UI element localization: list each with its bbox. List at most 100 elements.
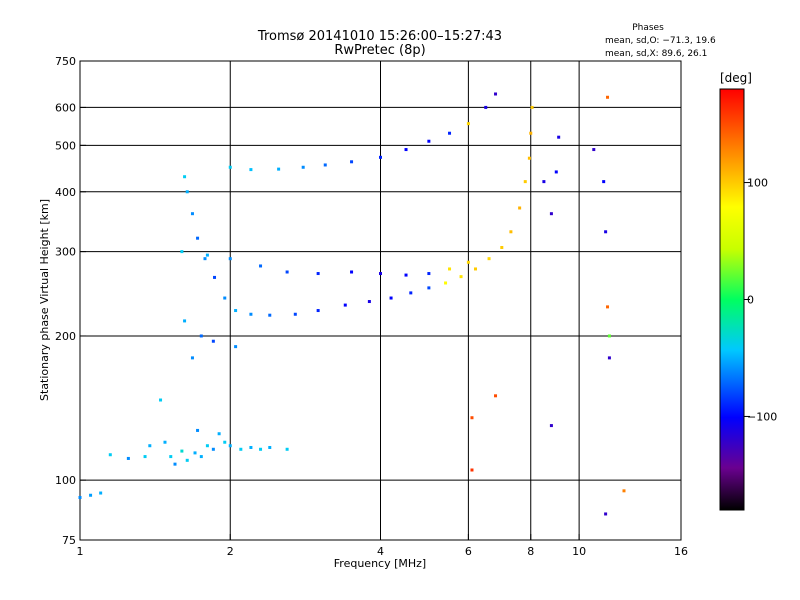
data-point bbox=[404, 148, 408, 152]
x-tick-label: 6 bbox=[465, 545, 472, 558]
data-point bbox=[470, 468, 474, 472]
data-point bbox=[592, 148, 596, 152]
data-point bbox=[602, 180, 606, 184]
colorbar-tick-label: 0 bbox=[747, 294, 754, 307]
y-axis-label: Stationary phase Virtual Height [km] bbox=[38, 199, 51, 401]
data-point bbox=[500, 245, 504, 249]
data-point bbox=[427, 286, 431, 290]
data-point bbox=[604, 230, 608, 234]
data-point bbox=[466, 122, 470, 126]
data-point bbox=[622, 489, 626, 493]
data-point bbox=[604, 512, 608, 516]
x-axis-ticks: 1 2 4 6 8 10 16 bbox=[77, 534, 688, 558]
data-point bbox=[529, 131, 533, 135]
x-tick-label: 2 bbox=[227, 545, 234, 558]
data-point bbox=[223, 296, 227, 300]
data-point bbox=[173, 462, 177, 466]
data-point bbox=[409, 291, 413, 295]
data-point bbox=[126, 456, 130, 460]
phase-line-o: mean, sd,O: −71.3, 19.6 bbox=[605, 36, 716, 46]
colorbar: [deg] 100 0 −100 bbox=[719, 71, 777, 511]
chart-subtitle: RwPretec (8p) bbox=[334, 43, 425, 58]
data-point bbox=[285, 447, 289, 451]
x-tick-label: 1 bbox=[77, 545, 84, 558]
data-point bbox=[509, 230, 513, 234]
data-point bbox=[427, 139, 431, 143]
data-point bbox=[606, 95, 610, 99]
data-point bbox=[316, 309, 320, 313]
data-point bbox=[199, 334, 203, 338]
data-point bbox=[228, 165, 232, 169]
data-point bbox=[228, 444, 232, 448]
x-tick-label: 10 bbox=[572, 545, 586, 558]
data-point bbox=[185, 190, 189, 194]
data-point bbox=[89, 493, 93, 497]
colorbar-ticks: 100 0 −100 bbox=[744, 177, 777, 423]
data-point bbox=[148, 444, 152, 448]
data-point bbox=[527, 156, 531, 160]
data-point bbox=[159, 398, 163, 402]
phase-line-x: mean, sd,X: 89.6, 26.1 bbox=[605, 49, 707, 59]
data-point bbox=[523, 180, 527, 184]
data-point bbox=[542, 180, 546, 184]
data-point bbox=[234, 309, 238, 313]
x-tick-label: 16 bbox=[674, 545, 688, 558]
data-point bbox=[99, 491, 103, 495]
data-point bbox=[473, 267, 477, 271]
y-tick-label: 750 bbox=[55, 55, 76, 68]
data-point bbox=[268, 445, 272, 449]
data-point bbox=[143, 455, 147, 459]
data-points bbox=[78, 92, 626, 516]
data-point bbox=[404, 273, 408, 277]
data-point bbox=[607, 334, 611, 338]
data-point bbox=[190, 356, 194, 360]
data-point bbox=[211, 447, 215, 451]
y-tick-label: 500 bbox=[55, 139, 76, 152]
data-point bbox=[205, 253, 209, 257]
y-tick-label: 75 bbox=[62, 534, 76, 547]
title-group: Tromsø 20141010 15:26:00–15:27:43 RwPret… bbox=[257, 29, 502, 58]
data-point bbox=[205, 444, 209, 448]
data-point bbox=[530, 105, 534, 109]
data-point bbox=[239, 447, 243, 451]
y-tick-label: 200 bbox=[55, 330, 76, 343]
data-point bbox=[606, 305, 610, 309]
data-point bbox=[190, 212, 194, 216]
data-point bbox=[193, 451, 197, 455]
data-point bbox=[108, 453, 112, 457]
data-point bbox=[350, 270, 354, 274]
data-point bbox=[379, 155, 382, 159]
data-point bbox=[367, 300, 371, 304]
data-point bbox=[78, 495, 82, 499]
data-point bbox=[518, 206, 522, 210]
colorbar-gradient bbox=[719, 88, 745, 511]
data-point bbox=[213, 275, 217, 279]
data-point bbox=[494, 92, 498, 96]
data-point bbox=[228, 257, 232, 261]
data-point bbox=[549, 424, 553, 428]
y-tick-label: 100 bbox=[55, 474, 76, 487]
data-point bbox=[180, 250, 184, 254]
grid bbox=[80, 61, 681, 540]
data-point bbox=[323, 163, 327, 167]
data-point bbox=[484, 105, 488, 109]
y-axis-ticks: 75 100 200 300 400 500 600 750 bbox=[55, 55, 86, 547]
data-point bbox=[180, 449, 184, 453]
data-point bbox=[183, 175, 187, 179]
data-point bbox=[259, 447, 263, 451]
x-axis-label: Frequency [MHz] bbox=[334, 557, 426, 570]
data-point bbox=[199, 455, 203, 459]
colorbar-tick-label: −100 bbox=[747, 410, 777, 423]
data-point bbox=[470, 416, 474, 420]
data-point bbox=[169, 455, 173, 459]
data-point bbox=[234, 345, 238, 349]
data-point bbox=[350, 160, 354, 164]
colorbar-label: [deg] bbox=[720, 71, 752, 85]
data-point bbox=[316, 272, 320, 276]
y-tick-label: 300 bbox=[55, 246, 76, 259]
phase-info: Phases mean, sd,O: −71.3, 19.6 mean, sd,… bbox=[605, 23, 716, 59]
data-point bbox=[211, 339, 215, 343]
data-point bbox=[249, 312, 253, 316]
colorbar-tick-label: 100 bbox=[747, 177, 768, 190]
